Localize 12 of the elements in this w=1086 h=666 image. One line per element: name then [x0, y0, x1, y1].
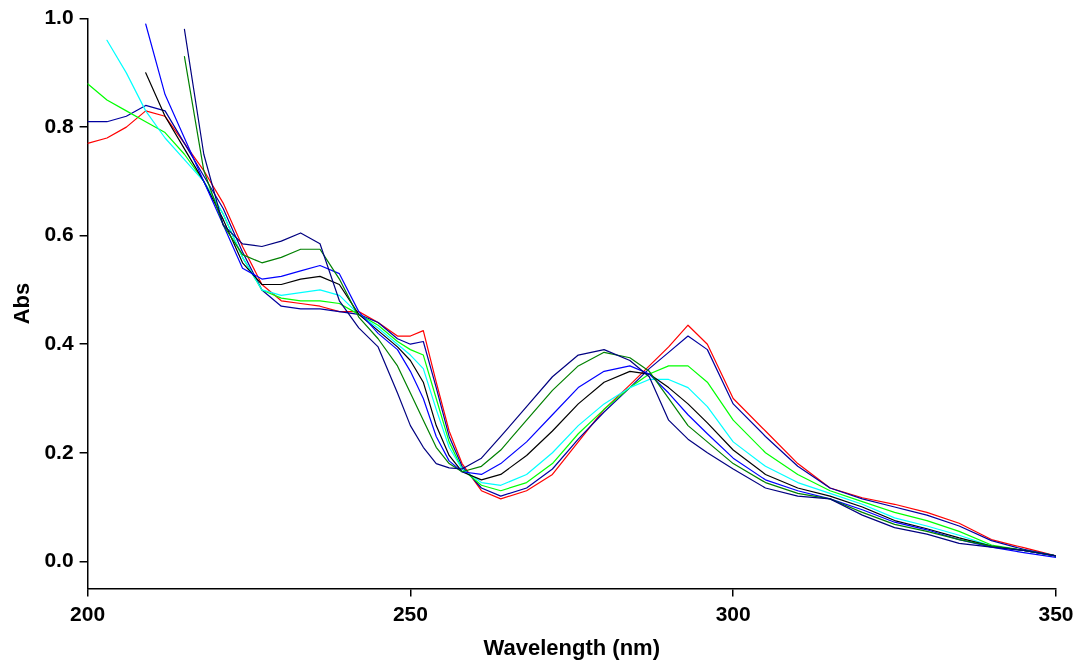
- y-tick-label: 0.8: [44, 113, 74, 137]
- x-tick-label: 250: [392, 601, 428, 625]
- x-tick-label: 300: [715, 601, 751, 625]
- y-tick-label: 0.2: [44, 439, 74, 463]
- y-axis-title: Abs: [9, 282, 35, 325]
- y-tick-label: 1.0: [44, 5, 74, 29]
- y-tick-label: 0.6: [44, 222, 74, 246]
- x-axis-title: Wavelength (nm): [483, 634, 661, 660]
- x-tick-label: 350: [1038, 601, 1074, 625]
- x-tick-label: 200: [70, 601, 106, 625]
- y-tick-label: 0.0: [44, 548, 74, 572]
- y-tick-label: 0.4: [44, 331, 74, 354]
